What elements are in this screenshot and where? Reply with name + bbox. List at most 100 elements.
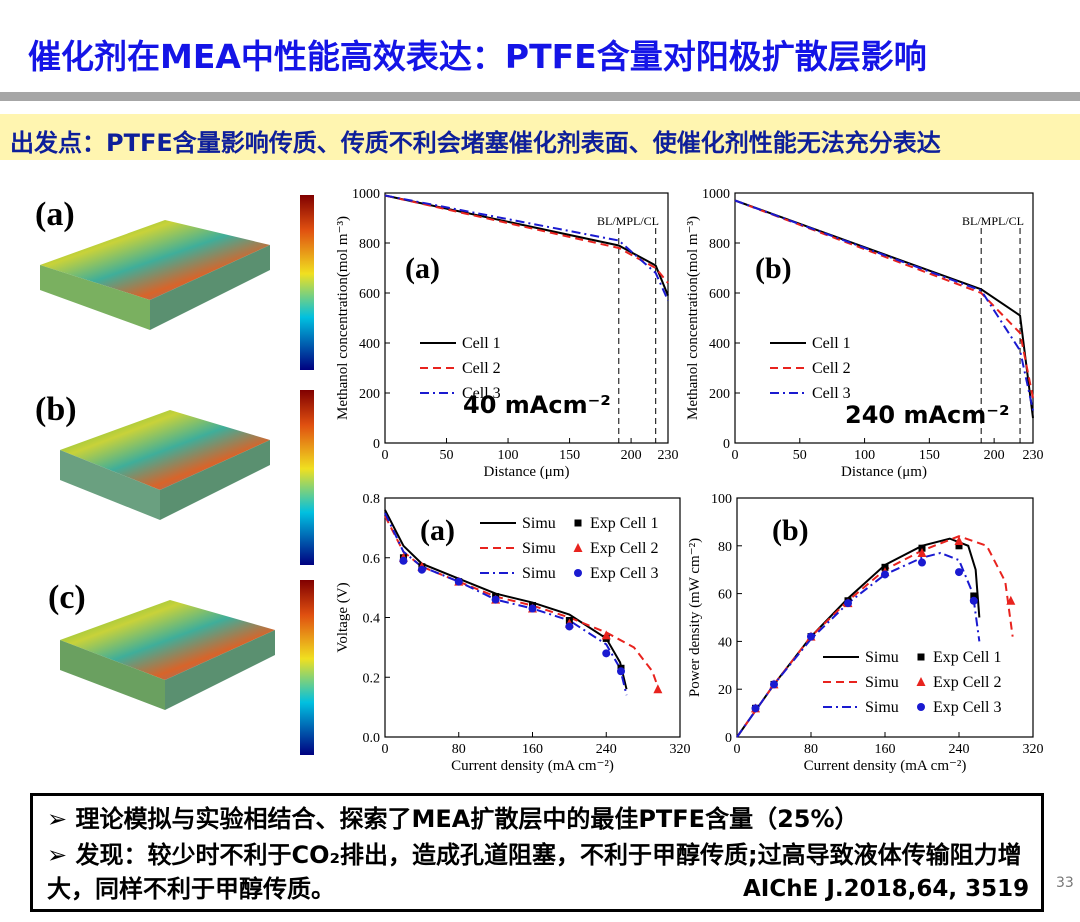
legend-label: Cell 3 (462, 385, 501, 402)
image-label: (a) (35, 196, 75, 233)
y-axis-label: Power density (mW cm⁻²) (687, 538, 703, 697)
y-tick-label: 20 (718, 683, 732, 698)
subtitle: 出发点：PTFE含量影响传质、传质不利会堵塞催化剂表面、使催化剂性能无法充分表达 (10, 129, 941, 157)
x-tick-label: 160 (875, 742, 896, 757)
y-tick-label: 1000 (702, 187, 730, 202)
series-line (384, 194, 669, 284)
legend-label: Cell 2 (462, 360, 501, 377)
citation: AIChE J.2018,64, 3519 (743, 876, 1030, 902)
x-tick-label: 150 (919, 448, 940, 463)
x-tick-label: 0 (382, 448, 389, 463)
y-tick-label: 400 (359, 337, 380, 352)
x-tick-label: 320 (670, 742, 691, 757)
y-tick-label: 800 (359, 237, 380, 252)
surface-image (60, 390, 314, 565)
legend-label: Simu (865, 699, 899, 716)
x-tick-label: 50 (440, 448, 454, 463)
legend-label: Exp Cell 2 (933, 674, 1001, 691)
data-point (969, 596, 978, 605)
condition-label: 40 mAcm⁻² (463, 391, 611, 419)
chart: 0 80 160 240 320 0.0 0.2 0.4 0.6 0.8 Current densi… (335, 492, 691, 774)
data-point (653, 684, 663, 694)
x-tick-label: 80 (452, 742, 466, 757)
y-tick-label: 600 (709, 287, 730, 302)
boundary-label: BL/MPL/CL (597, 214, 659, 228)
data-point (417, 565, 426, 574)
legend-label: Simu (865, 674, 899, 691)
data-point (844, 599, 852, 608)
legend-marker (574, 569, 582, 577)
chart: 0 50 100 150 200 230 0 200 400 600 800 1000 Distance… (685, 187, 1044, 480)
x-tick-label: 320 (1023, 742, 1044, 757)
y-tick-label: 1000 (352, 187, 380, 202)
x-tick-label: 100 (854, 448, 875, 463)
series-line (736, 535, 1014, 738)
series-line (734, 199, 1034, 419)
data-point (955, 568, 963, 577)
data-point (601, 630, 611, 640)
y-tick-label: 0.6 (363, 552, 381, 567)
bullet: ➢ 理论模拟与实验相结合、探索了MEA扩散层中的最佳PTFE含量（25%） (47, 805, 859, 833)
x-axis-label: Current density (mA cm⁻²) (451, 758, 614, 774)
legend-label: Exp Cell 3 (933, 699, 1001, 716)
figures: (a) (b) (c) 0 50 100 150 200 2300200400600800… (35, 187, 1044, 774)
data-point (917, 547, 927, 557)
y-tick-label: 0.2 (363, 671, 381, 686)
legend-marker (573, 543, 583, 552)
condition-label: 240 mAcm⁻² (845, 401, 1009, 429)
data-point (751, 704, 760, 713)
y-tick-label: 400 (709, 337, 730, 352)
legend-label: Cell 2 (812, 360, 851, 377)
data-point (807, 632, 815, 641)
page-number: 33 (1056, 875, 1074, 891)
plot-frame (734, 192, 1034, 444)
data-point (491, 595, 500, 604)
data-point (602, 649, 611, 658)
legend-marker (574, 519, 582, 527)
series-line (736, 551, 981, 738)
image-label: (c) (48, 579, 86, 616)
y-tick-label: 0 (723, 437, 730, 452)
y-axis-label: Methanol concentration(mol m⁻³) (335, 216, 351, 420)
slide-title: 催化剂在MEA中性能高效表达：PTFE含量对阳极扩散层影响 (28, 37, 927, 76)
series-line (384, 509, 628, 690)
x-tick-label: 240 (949, 742, 970, 757)
x-tick-label: 0 (382, 742, 389, 757)
plot-frame (384, 192, 669, 444)
y-tick-label: 80 (718, 540, 732, 555)
legend-marker (917, 653, 925, 661)
data-point (881, 570, 889, 579)
x-tick-label: 240 (596, 742, 617, 757)
chart: 0 80 160 240 320 0 20 40 60 80 100 Current density … (687, 492, 1044, 774)
y-tick-label: 100 (711, 492, 732, 507)
y-tick-label: 200 (359, 387, 380, 402)
legend-label: Exp Cell 3 (590, 565, 658, 582)
panel-label: (a) (405, 252, 440, 285)
x-tick-label: 150 (559, 448, 580, 463)
x-tick-label: 230 (1023, 448, 1044, 463)
panel-label: (b) (755, 252, 792, 285)
x-tick-label: 0 (734, 742, 741, 757)
data-point (770, 680, 778, 689)
title-bar (0, 92, 1080, 101)
surface-image (60, 580, 314, 755)
bullet-text: 发现：较少时不利于CO₂排出，造成孔道阻塞，不利于甲醇传质;过高导致液体传输阻力… (47, 841, 1022, 903)
y-tick-label: 0.8 (363, 492, 381, 507)
y-axis-label: Voltage (V) (335, 582, 351, 652)
subtitle-band: 出发点：PTFE含量影响传质、传质不利会堵塞催化剂表面、使催化剂性能无法充分表达 (0, 114, 1080, 160)
legend-marker (916, 677, 926, 686)
data-point (454, 577, 463, 586)
legend-label: Simu (522, 540, 556, 557)
y-tick-label: 60 (718, 588, 732, 603)
series-line (384, 194, 669, 301)
image-label: (b) (35, 391, 77, 428)
legend-label: Exp Cell 2 (590, 540, 658, 557)
x-tick-label: 100 (498, 448, 519, 463)
data-point (955, 542, 963, 550)
y-tick-label: 0 (725, 731, 732, 746)
y-tick-label: 600 (359, 287, 380, 302)
bullet: ➢ 发现：较少时不利于CO₂排出，造成孔道阻塞，不利于甲醇传质;过高导致液体传输… (47, 841, 1022, 903)
data-point (1006, 595, 1016, 605)
x-tick-label: 50 (793, 448, 807, 463)
